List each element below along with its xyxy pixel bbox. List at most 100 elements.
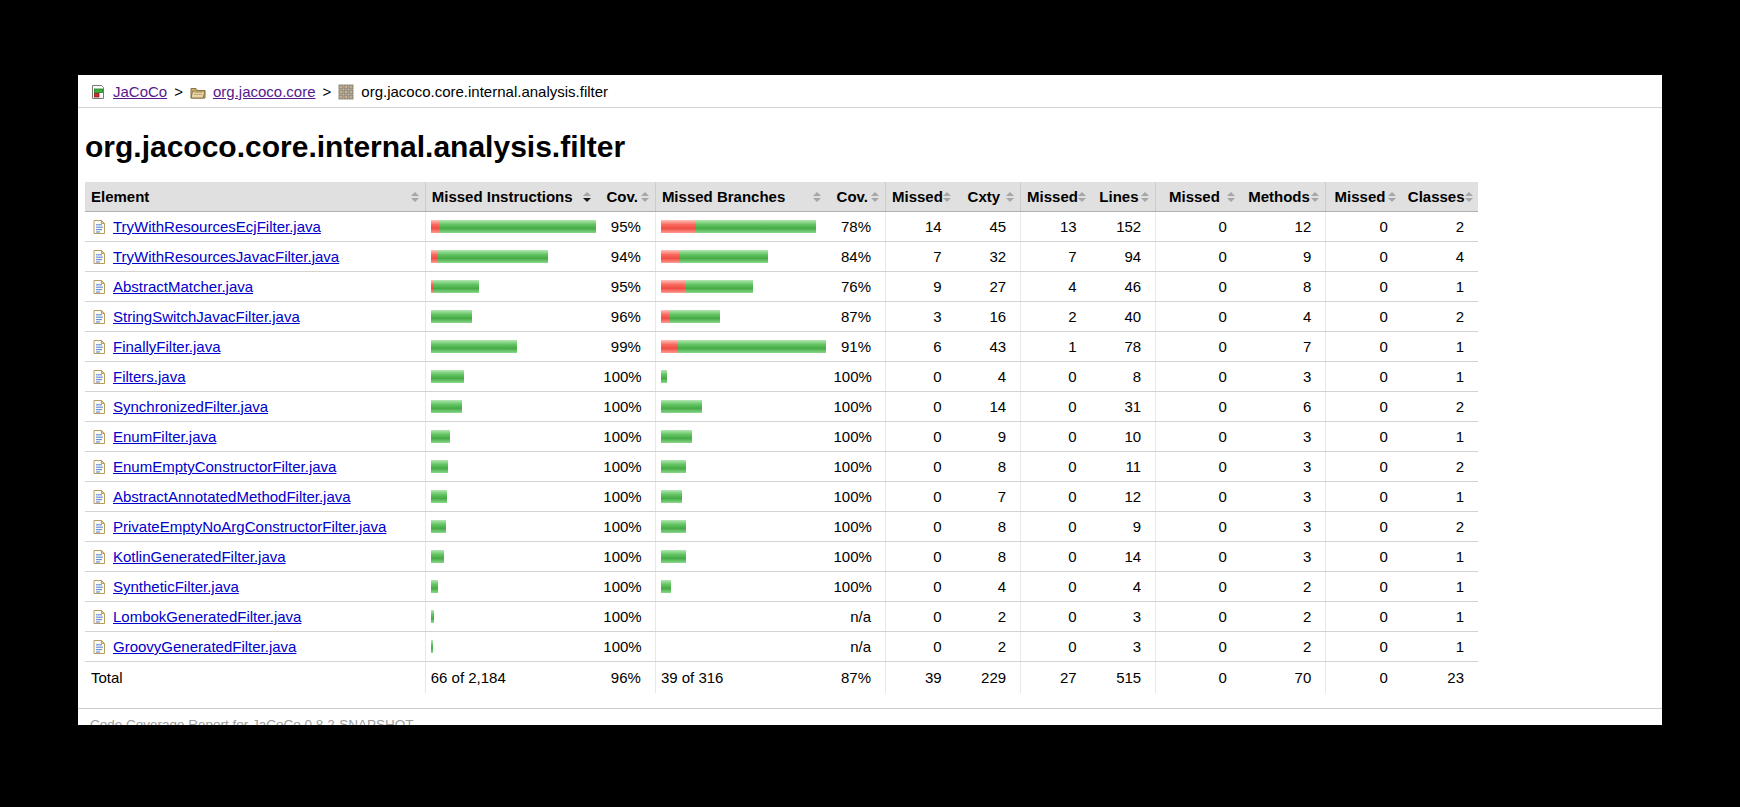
lines-value: 3	[1091, 602, 1156, 632]
element-link[interactable]: GroovyGeneratedFilter.java	[113, 638, 296, 655]
branches-coverage-bar	[661, 580, 828, 593]
missed-methods-value: 0	[1156, 392, 1241, 422]
sort-icon[interactable]	[1311, 192, 1319, 202]
missed-lines-value: 4	[1021, 272, 1091, 302]
sort-icon[interactable]	[1141, 192, 1149, 202]
sort-icon[interactable]	[1388, 192, 1396, 202]
instruction-coverage-value: 100%	[597, 602, 655, 632]
column-header-missed-methods[interactable]: Missed	[1156, 182, 1241, 212]
element-link[interactable]: StringSwitchJavacFilter.java	[113, 308, 300, 325]
instructions-coverage-bar	[431, 310, 598, 323]
element-link[interactable]: PrivateEmptyNoArgConstructorFilter.java	[113, 518, 386, 535]
missed-cxty-value: 0	[886, 422, 956, 452]
instruction-coverage-value: 100%	[597, 452, 655, 482]
column-header-missed-branches[interactable]: Missed Branches	[655, 182, 827, 212]
instruction-coverage-value: 100%	[597, 482, 655, 512]
covered-branches-bar	[661, 430, 692, 443]
table-row: EnumEmptyConstructorFilter.java 100% 100…	[85, 452, 1478, 482]
missed-lines-value: 0	[1021, 602, 1091, 632]
classes-value: 1	[1402, 422, 1478, 452]
missed-cxty-value: 9	[886, 272, 956, 302]
sort-icon[interactable]	[943, 192, 951, 202]
lines-value: 11	[1091, 452, 1156, 482]
cxty-value: 16	[956, 302, 1021, 332]
sort-icon[interactable]	[813, 192, 821, 202]
instructions-coverage-bar	[431, 370, 598, 383]
instruction-coverage-value: 100%	[597, 512, 655, 542]
column-header-cxty[interactable]: Cxty	[956, 182, 1021, 212]
covered-branches-bar	[661, 520, 686, 533]
missed-methods-value: 0	[1156, 452, 1241, 482]
column-header-element[interactable]: Element	[85, 182, 425, 212]
lines-value: 94	[1091, 242, 1156, 272]
element-link[interactable]: Filters.java	[113, 368, 186, 385]
missed-lines-value: 7	[1021, 242, 1091, 272]
table-row: SyntheticFilter.java 100% 100% 0 4 0 4 0…	[85, 572, 1478, 602]
missed-lines-value: 0	[1021, 452, 1091, 482]
column-header-instruction-cov[interactable]: Cov.	[597, 182, 655, 212]
column-header-missed-instructions[interactable]: Missed Instructions	[425, 182, 597, 212]
column-header-classes[interactable]: Classes	[1402, 182, 1478, 212]
missed-classes-value: 0	[1326, 482, 1402, 512]
column-header-lines[interactable]: Lines	[1091, 182, 1156, 212]
breadcrumb-link-org-jacoco-core[interactable]: org.jacoco.core	[213, 83, 316, 100]
missed-cxty-value: 0	[886, 602, 956, 632]
missed-cxty-value: 14	[886, 212, 956, 242]
breadcrumb-link-jacoco[interactable]: JaCoCo	[113, 83, 167, 100]
element-link[interactable]: KotlinGeneratedFilter.java	[113, 548, 286, 565]
classes-value: 1	[1402, 272, 1478, 302]
element-link[interactable]: TryWithResourcesJavacFilter.java	[113, 248, 339, 265]
missed-cxty-value: 0	[886, 542, 956, 572]
classes-value: 1	[1402, 572, 1478, 602]
element-link[interactable]: SynchronizedFilter.java	[113, 398, 268, 415]
covered-branches-bar	[661, 550, 686, 563]
missed-branches-bar	[661, 340, 678, 353]
element-link[interactable]: TryWithResourcesEcjFilter.java	[113, 218, 321, 235]
sort-icon[interactable]	[1006, 192, 1014, 202]
table-row: FinallyFilter.java 99% 91% 6 43 1 78 0 7…	[85, 332, 1478, 362]
sort-icon[interactable]	[1227, 192, 1235, 202]
source-file-icon	[91, 249, 107, 265]
column-header-missed-classes[interactable]: Missed	[1326, 182, 1402, 212]
missed-methods-value: 0	[1156, 572, 1241, 602]
sort-icon[interactable]	[1078, 192, 1086, 202]
element-link[interactable]: AbstractAnnotatedMethodFilter.java	[113, 488, 351, 505]
sort-icon[interactable]	[1465, 192, 1473, 202]
missed-classes-value: 0	[1326, 242, 1402, 272]
column-header-branch-cov[interactable]: Cov.	[827, 182, 885, 212]
classes-value: 1	[1402, 632, 1478, 662]
branch-coverage-value: n/a	[827, 632, 885, 662]
covered-instructions-bar	[431, 490, 447, 503]
element-link[interactable]: LombokGeneratedFilter.java	[113, 608, 301, 625]
sort-icon[interactable]	[871, 192, 879, 202]
element-link[interactable]: FinallyFilter.java	[113, 338, 221, 355]
element-link[interactable]: SyntheticFilter.java	[113, 578, 239, 595]
methods-value: 2	[1241, 572, 1326, 602]
source-file-icon	[91, 489, 107, 505]
covered-branches-bar	[661, 580, 671, 593]
branches-coverage-bar	[661, 400, 828, 413]
element-link[interactable]: EnumEmptyConstructorFilter.java	[113, 458, 336, 475]
element-link[interactable]: AbstractMatcher.java	[113, 278, 253, 295]
element-link[interactable]: EnumFilter.java	[113, 428, 216, 445]
column-header-missed-cxty[interactable]: Missed	[886, 182, 956, 212]
lines-value: 40	[1091, 302, 1156, 332]
instructions-coverage-bar	[431, 400, 598, 413]
branches-coverage-bar	[661, 520, 828, 533]
table-header-row: Element Missed Instructions Cov. Missed …	[85, 182, 1478, 212]
sort-icon[interactable]	[411, 192, 419, 202]
instruction-coverage-value: 100%	[597, 572, 655, 602]
methods-value: 2	[1241, 632, 1326, 662]
branch-coverage-value: n/a	[827, 602, 885, 632]
missed-classes-value: 0	[1326, 332, 1402, 362]
column-header-methods[interactable]: Methods	[1241, 182, 1326, 212]
sort-desc-icon[interactable]	[583, 192, 591, 202]
column-header-missed-lines[interactable]: Missed	[1021, 182, 1091, 212]
sort-icon[interactable]	[641, 192, 649, 202]
covered-instructions-bar	[431, 370, 464, 383]
branches-coverage-bar	[661, 220, 828, 233]
cxty-value: 14	[956, 392, 1021, 422]
branch-coverage-value: 100%	[827, 362, 885, 392]
total-methods: 70	[1241, 662, 1326, 694]
methods-value: 9	[1241, 242, 1326, 272]
